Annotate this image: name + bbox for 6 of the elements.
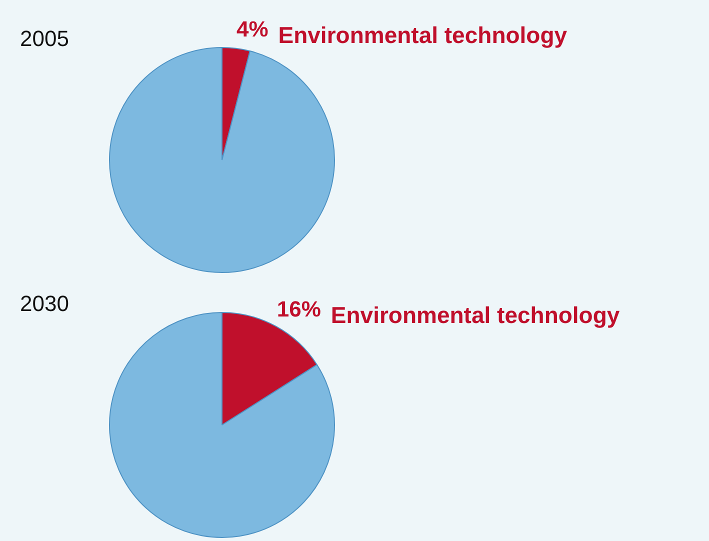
slice-label: Environmental technology bbox=[330, 302, 620, 328]
chart-title: 2005 bbox=[20, 26, 69, 52]
chart-title: 2030 bbox=[20, 291, 69, 316]
data-label: 4% bbox=[236, 16, 268, 42]
slice-label: Environmental technology bbox=[278, 22, 568, 48]
data-label: 16% bbox=[276, 296, 321, 322]
